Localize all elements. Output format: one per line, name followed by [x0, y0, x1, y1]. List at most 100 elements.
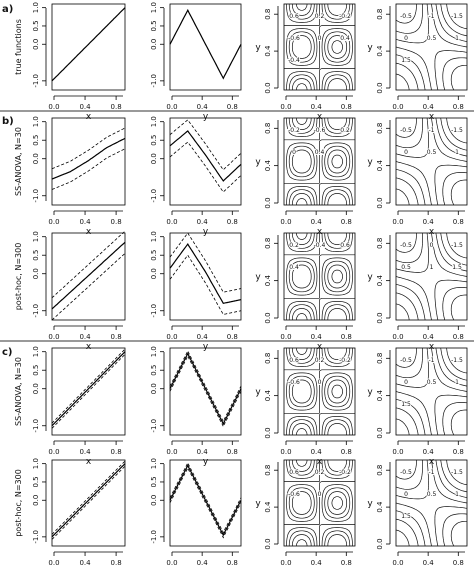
upper-band-line [51, 230, 126, 299]
contour-line [395, 232, 468, 321]
contour-label: 0 [430, 242, 434, 249]
x-tick-label: 0.8 [111, 448, 122, 456]
series-line [51, 137, 126, 180]
x-tick-label: 0.0 [392, 333, 403, 341]
x-tick-label: 0.4 [311, 218, 323, 226]
lower-band-line [169, 141, 242, 193]
contour-line [296, 232, 343, 321]
plot-b1-f4: -0.5 -1 -1.5 0 0.5 1 0.0 0.4 0.8 x 0.0 0.4 0.8 y [367, 117, 468, 237]
contour-line [395, 347, 468, 436]
contour-line [291, 232, 348, 321]
x-tick-label: 0.8 [111, 333, 122, 341]
contour-line [284, 348, 355, 435]
contour-line [395, 347, 468, 436]
y-tick-label: 0.5 [150, 135, 158, 146]
x-tick-label: 0.4 [79, 218, 91, 226]
y-tick-label: 0.5 [32, 476, 40, 487]
contour-line [296, 459, 343, 547]
x-tick-label: 0.8 [111, 103, 122, 111]
contour-label: 0 [404, 491, 408, 498]
contour-line [395, 459, 468, 547]
x-axis-label: y [203, 112, 209, 122]
contour-label: 1 [455, 491, 459, 498]
contour-label: -0.5 [400, 469, 412, 476]
contour-label: -1.5 [451, 469, 463, 476]
upper-band-line [169, 119, 242, 171]
contour-label: 0.5 [427, 491, 437, 498]
upper-band-line [169, 232, 242, 293]
contour-label: 0.2 [289, 242, 299, 249]
y-tick-label: 1.0 [32, 231, 40, 242]
y-tick-label: 1.0 [32, 458, 40, 469]
y-axis-label: y [255, 388, 261, 398]
x-tick-label: 0.4 [311, 559, 323, 567]
y-tick-label: 0.4 [376, 275, 384, 287]
contour-line [395, 3, 468, 91]
contour-line [288, 347, 351, 436]
contour-line [395, 3, 468, 91]
x-tick-label: 0.8 [341, 218, 352, 226]
x-tick-label: 0.8 [341, 333, 352, 341]
x-axis-label: y [203, 342, 209, 352]
contour-label: -1.5 [451, 13, 463, 20]
y-tick-label: -1.0 [150, 189, 158, 203]
contour-line [395, 232, 468, 321]
y-tick-label: -1.0 [150, 530, 158, 544]
contour-line [288, 117, 351, 206]
y-tick-label: 0.8 [264, 465, 272, 476]
y-axis-label: y [367, 499, 373, 509]
series-line [169, 352, 242, 426]
x-tick-label: 0.0 [280, 559, 291, 567]
x-axis-label: y [203, 227, 209, 237]
y-tick-label: 1.0 [150, 458, 158, 469]
contour-label: 0.5 [427, 149, 437, 156]
upper-band-line [51, 460, 126, 535]
y-tick-label: 0.5 [32, 365, 40, 376]
contour-line [284, 4, 355, 90]
contour-line [395, 232, 468, 321]
x-tick-label: 0.4 [79, 333, 91, 341]
x-tick-label: 0.8 [227, 448, 238, 456]
x-axis-label: x [86, 112, 92, 122]
contour-label: 1.5 [401, 513, 411, 520]
contour-label: -1 [429, 357, 435, 364]
y-tick-label: 0.4 [264, 45, 272, 57]
y-tick-label: 0.4 [264, 501, 272, 513]
y-axis-label: y [367, 43, 373, 53]
x-tick-label: 0.8 [111, 559, 122, 567]
series-line [169, 243, 242, 304]
y-tick-label: 1.0 [150, 231, 158, 242]
panel-label: c) [2, 347, 13, 358]
contour-label: -0.2 [339, 13, 351, 20]
contour-label: -1 [429, 13, 435, 20]
plot-a-f3: 0.6 0.2 -0.2 -0.6 0 0.4 -0.4 0.0 0.4 0.8 x 0.0 0.4 0.… [255, 3, 356, 122]
series-line [51, 463, 126, 538]
contour-line [395, 347, 468, 436]
contour-line [395, 117, 468, 206]
contour-line [286, 117, 353, 206]
contour-label: 0.2 [340, 127, 350, 134]
contour-label: 0 [404, 35, 408, 42]
x-tick-label: 0.0 [166, 333, 177, 341]
y-tick-label: 0.0 [264, 538, 272, 549]
plot-b2-f1: 0.0 0.4 0.8 x -1.0 0.0 0.5 1.0 [32, 230, 126, 352]
x-tick-label: 0.0 [280, 103, 291, 111]
row-label: SS-ANOVA, N=30 [14, 357, 23, 426]
row-label: true functions [14, 19, 23, 75]
contour-line [395, 4, 467, 91]
plot-c1-f3: 0.6 0.2 -0.2-0.6 00.0 0.4 0.8x0.00.40.8y [255, 347, 356, 467]
contour-label: -0.6 [314, 127, 326, 134]
contour-label: 1 [455, 379, 459, 386]
x-tick-label: 0.8 [341, 448, 352, 456]
x-axis-label: x [429, 342, 435, 352]
y-tick-label: 0.5 [150, 20, 158, 31]
x-tick-label: 0.0 [48, 333, 59, 341]
series-line [51, 351, 126, 427]
y-tick-label: -1.0 [32, 530, 40, 544]
x-tick-label: 0.4 [311, 448, 323, 456]
x-tick-label: 0.0 [48, 103, 59, 111]
contour-label: 1 [455, 35, 459, 42]
contour-line [291, 459, 348, 547]
plot-frame [51, 232, 126, 321]
contour-label: 0.4 [315, 149, 325, 156]
